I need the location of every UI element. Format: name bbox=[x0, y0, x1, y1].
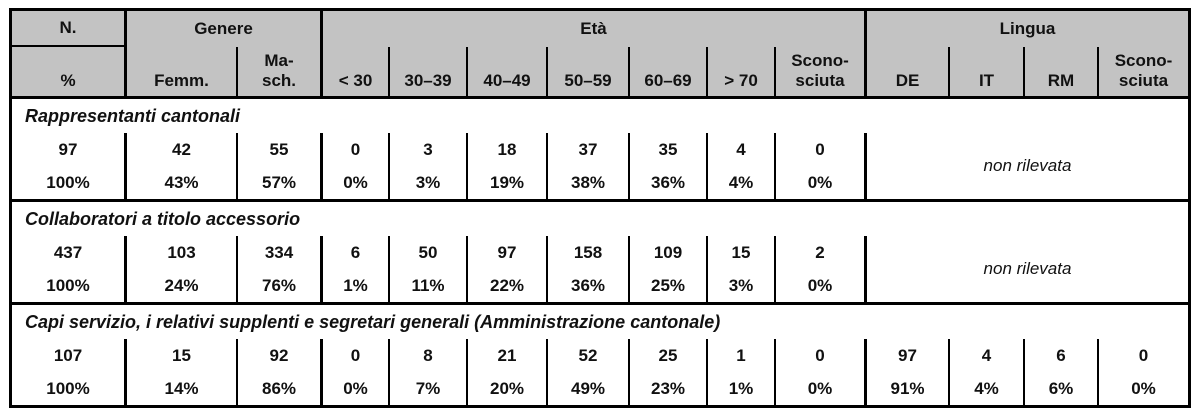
data-cell: 4 4% bbox=[706, 133, 774, 199]
header-lang-rm: RM bbox=[1023, 47, 1097, 96]
data-cell: 3 3% bbox=[388, 133, 466, 199]
data-cell: 50 11% bbox=[388, 236, 466, 302]
header-age-50-59: 50–59 bbox=[546, 47, 628, 96]
data-cell: 0 0% bbox=[774, 339, 864, 405]
data-cell: 97 91% bbox=[864, 339, 948, 405]
table-header: N. Genere Età Lingua % Femm. Ma- sch. < … bbox=[12, 11, 1188, 99]
data-cell: 334 76% bbox=[236, 236, 320, 302]
section-title: Rappresentanti cantonali bbox=[25, 105, 241, 126]
data-cell: 35 36% bbox=[628, 133, 706, 199]
data-cell: 0 0% bbox=[320, 133, 388, 199]
data-cell: 107 100% bbox=[46, 346, 90, 398]
header-age-30-39: 30–39 bbox=[388, 47, 466, 96]
header-n: N. bbox=[12, 11, 124, 47]
data-cell: 109 25% bbox=[628, 236, 706, 302]
header-lang-unknown: Scono- sciuta bbox=[1097, 47, 1188, 96]
data-cell: 4 4% bbox=[948, 339, 1023, 405]
header-masch: Ma- sch. bbox=[236, 47, 320, 96]
data-cell: 0 0% bbox=[320, 339, 388, 405]
section-collaboratori-accessorio: Collaboratori a titolo accessorio 437 100… bbox=[12, 202, 1188, 305]
header-age-gt70: > 70 bbox=[706, 47, 774, 96]
data-cell: 437 100% bbox=[46, 243, 90, 295]
data-cell: 92 86% bbox=[236, 339, 320, 405]
data-cell: 15 14% bbox=[124, 339, 236, 405]
header-lang-it: IT bbox=[948, 47, 1023, 96]
header-age-lt30: < 30 bbox=[320, 47, 388, 96]
header-femm: Femm. bbox=[124, 47, 236, 96]
data-cell: 97 22% bbox=[466, 236, 546, 302]
data-cell: 52 49% bbox=[546, 339, 628, 405]
statistics-table: N. Genere Età Lingua % Femm. Ma- sch. < … bbox=[9, 8, 1191, 408]
header-age-unknown: Scono- sciuta bbox=[774, 47, 864, 96]
header-group-genere: Genere bbox=[124, 11, 320, 47]
data-cell: 21 20% bbox=[466, 339, 546, 405]
data-cell: 0 0% bbox=[1097, 339, 1188, 405]
lingua-not-surveyed-note: non rilevata bbox=[864, 236, 1188, 302]
section-data-rows: 97 100% 42 43% 55 57% 0 0% 3 3% 18 19% 37 38% 3… bbox=[12, 133, 1188, 199]
header-group-lingua: Lingua bbox=[864, 11, 1188, 47]
header-percent: % bbox=[60, 70, 76, 90]
section-title: Collaboratori a titolo accessorio bbox=[25, 208, 301, 229]
data-cell: 8 7% bbox=[388, 339, 466, 405]
section-data-rows: 437 100% 103 24% 334 76% 6 1% 50 11% 97 22% 15… bbox=[12, 236, 1188, 302]
section-title: Capi servizio, i relativi supplenti e se… bbox=[25, 311, 721, 332]
data-cell: 55 57% bbox=[236, 133, 320, 199]
data-cell: 25 23% bbox=[628, 339, 706, 405]
data-cell: 15 3% bbox=[706, 236, 774, 302]
data-cell: 2 0% bbox=[774, 236, 864, 302]
header-age-60-69: 60–69 bbox=[628, 47, 706, 96]
data-cell: 158 36% bbox=[546, 236, 628, 302]
section-data-rows: 107 100% 15 14% 92 86% 0 0% 8 7% 21 20% 52 49% … bbox=[12, 339, 1188, 405]
data-cell: 103 24% bbox=[124, 236, 236, 302]
lingua-not-surveyed-note: non rilevata bbox=[864, 133, 1188, 199]
data-cell: 0 0% bbox=[774, 133, 864, 199]
data-cell: 1 1% bbox=[706, 339, 774, 405]
data-cell: 97 100% bbox=[46, 140, 90, 192]
header-age-40-49: 40–49 bbox=[466, 47, 546, 96]
data-cell: 37 38% bbox=[546, 133, 628, 199]
data-cell: 6 6% bbox=[1023, 339, 1097, 405]
header-group-eta: Età bbox=[320, 11, 864, 47]
header-lang-de: DE bbox=[864, 47, 948, 96]
data-cell: 42 43% bbox=[124, 133, 236, 199]
data-cell: 18 19% bbox=[466, 133, 546, 199]
section-rappresentanti-cantonali: Rappresentanti cantonali 97 100% 42 43% 55… bbox=[12, 99, 1188, 202]
data-cell: 6 1% bbox=[320, 236, 388, 302]
section-capi-servizio: Capi servizio, i relativi supplenti e se… bbox=[12, 305, 1188, 405]
